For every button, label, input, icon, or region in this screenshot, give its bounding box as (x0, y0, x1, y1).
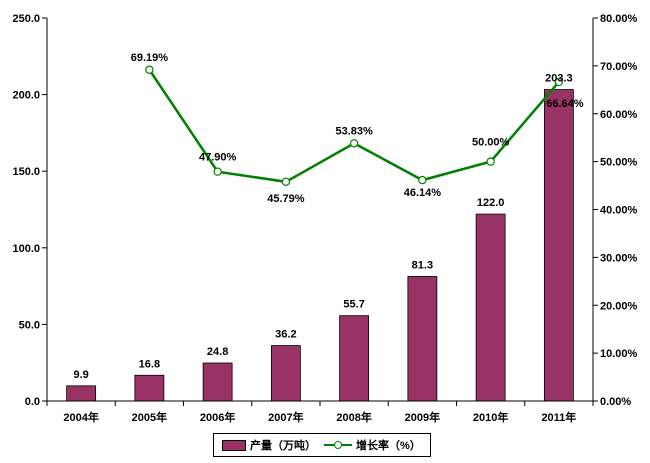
left-tick-label: 150.0 (12, 166, 40, 178)
growth-value-label: 53.83% (335, 125, 373, 137)
legend: 产量（万吨） 增长率（%） (213, 433, 431, 457)
bar (475, 213, 506, 402)
left-tick-label: 250.0 (12, 13, 40, 25)
x-tick-label: 2008年 (336, 410, 371, 424)
bar (66, 385, 97, 402)
bar (202, 362, 233, 402)
right-tick-label: 30.00% (600, 252, 638, 264)
right-tick-label: 70.00% (600, 61, 638, 73)
bar-value-label: 36.2 (275, 329, 296, 341)
axes: 0.0 50.0 100.0 150.0 200.0 250.0 0.00% 10.00% 20… (12, 13, 637, 424)
x-tick-label: 2009年 (405, 410, 440, 424)
bar-series (66, 89, 574, 402)
right-tick-label: 50.00% (600, 157, 638, 169)
growth-value-label: 69.19% (131, 52, 169, 64)
x-tick-label: 2011年 (541, 410, 576, 424)
x-tick-label: 2010年 (473, 410, 508, 424)
bar (339, 315, 370, 402)
bar-value-label: 203.3 (545, 73, 573, 85)
x-tick-label: 2005年 (132, 410, 167, 424)
right-tick-label: 10.00% (600, 348, 638, 360)
growth-point (486, 157, 495, 166)
data-labels: 9.9 16.8 24.8 36.2 55.7 81.3 122.0 203.3 69.19% 4… (73, 52, 583, 381)
right-tick-label: 40.00% (600, 205, 638, 217)
legend-label-output: 产量（万吨） (250, 440, 316, 452)
bar-value-label: 81.3 (412, 259, 433, 271)
bar (134, 374, 165, 402)
growth-point (281, 177, 291, 186)
left-tick-label: 50.0 (19, 319, 40, 331)
right-tick-label: 0.00% (600, 396, 631, 408)
growth-point (213, 167, 222, 176)
bar-value-label: 16.8 (139, 358, 160, 370)
bar (270, 345, 301, 402)
right-tick-label: 20.00% (600, 300, 638, 312)
right-tick-label: 80.00% (600, 13, 638, 25)
legend-swatch-output (222, 439, 246, 451)
bar (543, 89, 574, 402)
x-tick-label: 2007年 (268, 410, 303, 424)
growth-value-label: 47.90% (199, 152, 237, 164)
growth-value-label: 45.79% (267, 193, 305, 205)
growth-value-label: 50.00% (472, 137, 510, 149)
bar-value-label: 24.8 (207, 346, 228, 358)
bar-value-label: 122.0 (477, 197, 505, 209)
growth-point (349, 139, 359, 148)
growth-point (145, 65, 154, 74)
growth-point (554, 77, 564, 87)
legend-item-growth: 增长率（%） (324, 437, 421, 453)
legend-label-growth: 增长率（%） (356, 440, 421, 452)
bar-value-label: 55.7 (343, 299, 364, 311)
legend-line-growth (324, 440, 352, 450)
bar-value-label: 9.9 (73, 369, 88, 381)
legend-item-output: 产量（万吨） (222, 437, 316, 453)
right-tick-label: 60.00% (600, 109, 638, 121)
growth-line-series (145, 65, 564, 186)
growth-value-label: 46.14% (404, 187, 442, 199)
left-tick-label: 100.0 (12, 243, 40, 255)
growth-value-label: 66.64% (546, 98, 584, 110)
bar (407, 276, 438, 402)
x-tick-label: 2004年 (63, 410, 98, 424)
growth-point (418, 175, 427, 185)
x-tick-label: 2006年 (200, 410, 235, 424)
left-tick-label: 0.0 (25, 396, 40, 408)
left-tick-label: 200.0 (12, 90, 40, 102)
